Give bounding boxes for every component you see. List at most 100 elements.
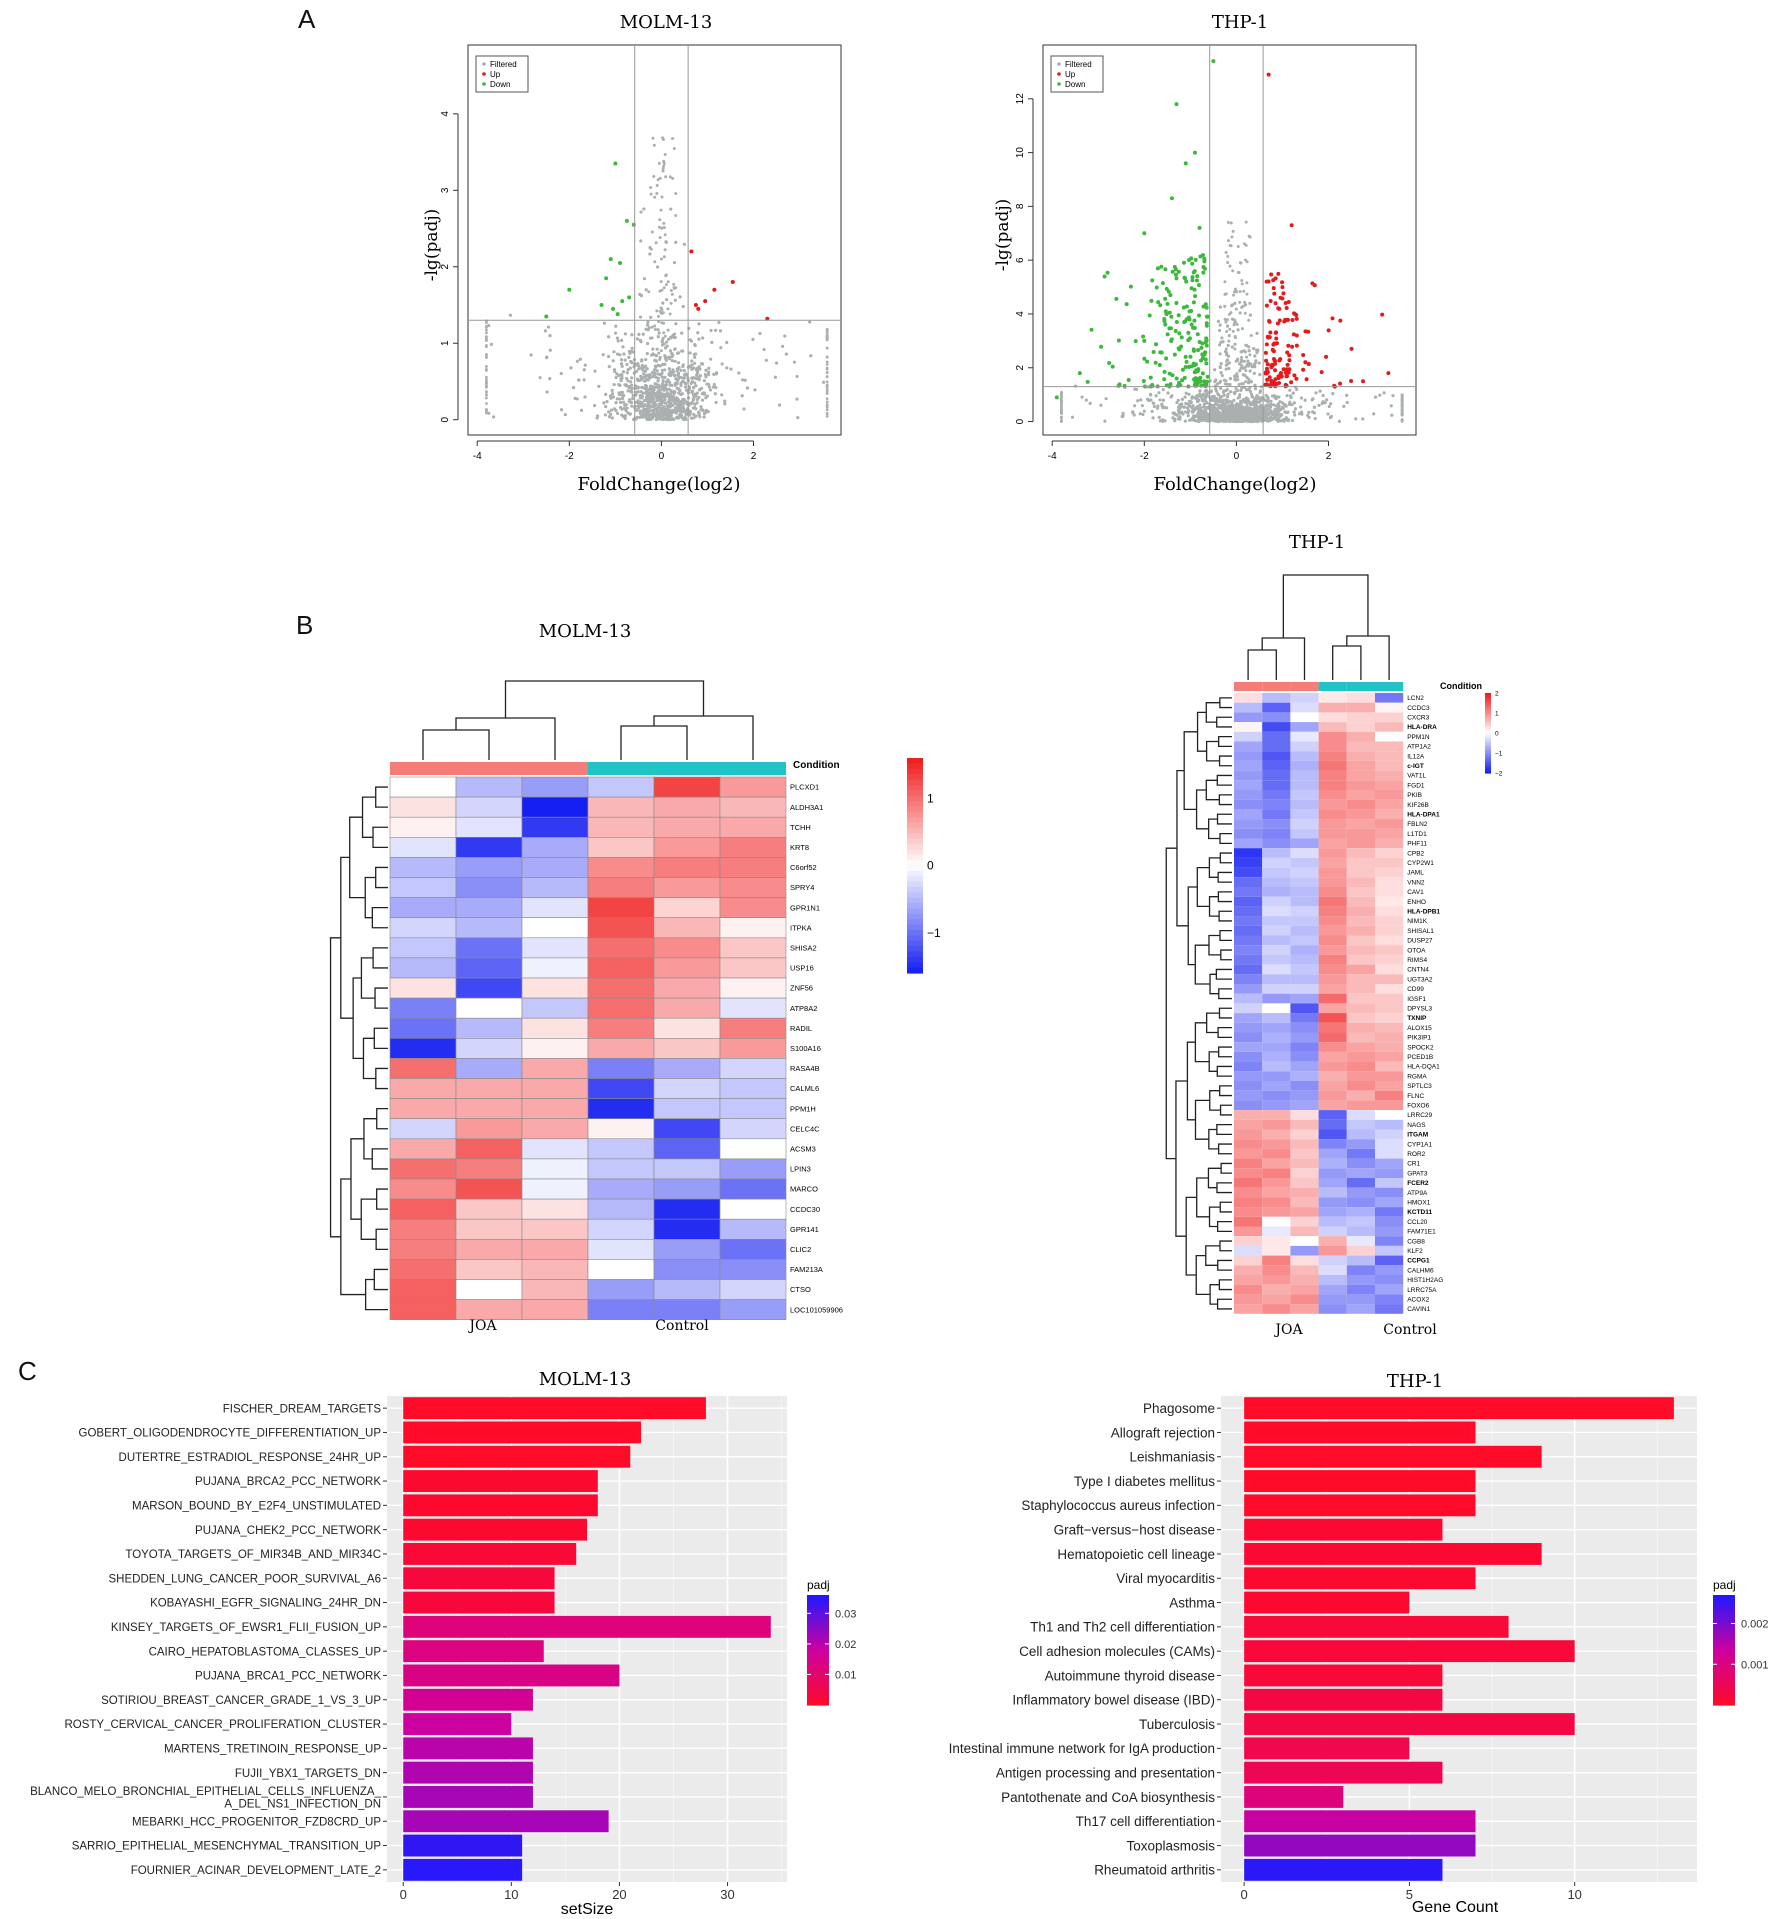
heatmap-cell (1375, 1042, 1404, 1052)
filtered-point (1221, 414, 1226, 418)
heatmap-cell (1290, 1178, 1319, 1188)
down-point (1162, 377, 1167, 382)
down-point (1114, 296, 1119, 301)
down-point (1163, 309, 1168, 314)
heatmap-cell (1234, 790, 1263, 800)
filtered-point (662, 255, 666, 259)
heatmap-cell (521, 836, 589, 858)
down-point (1202, 379, 1207, 384)
bar-plot: FISCHER_DREAM_TARGETSGOBERT_OLIGODENDROC… (30, 1396, 787, 1902)
filtered-point (1300, 410, 1304, 414)
down-point (624, 218, 629, 223)
gene-label: OTOA (1407, 947, 1426, 954)
heatmap-cell (1290, 1032, 1319, 1043)
filtered-point (681, 397, 685, 401)
bar (1244, 1640, 1575, 1663)
gene-label: FCER2 (1407, 1180, 1429, 1187)
filtered-point (631, 393, 635, 398)
heatmap-cell (1234, 984, 1263, 994)
gene-label: USP16 (790, 964, 814, 973)
filtered-point (1237, 413, 1241, 417)
legend-swatch (1485, 733, 1491, 736)
heatmap-cell (587, 1218, 655, 1240)
filtered-point (610, 388, 614, 392)
filtered-point (1326, 412, 1330, 416)
legend-swatch (907, 768, 923, 775)
up-point (1281, 291, 1286, 296)
condition-bar-cell (1375, 682, 1404, 691)
filtered-point (648, 376, 652, 380)
down-point (1204, 305, 1209, 310)
legend-swatch (1713, 1672, 1735, 1676)
filtered-point (646, 341, 650, 346)
filtered-point (743, 378, 747, 382)
dendrogram-branch (1216, 774, 1232, 786)
heatmap-cell (1375, 751, 1404, 761)
filtered-point (1261, 414, 1265, 418)
legend-swatch (807, 1658, 829, 1662)
filtered-point (1217, 399, 1221, 404)
heatmap-cell (1318, 906, 1347, 917)
filtered-point (1226, 362, 1230, 366)
heatmap-cell (1262, 964, 1291, 975)
heatmap-cell (1346, 1275, 1375, 1285)
category-label: SARRIO_EPITHELIAL_MESENCHYMAL_TRANSITION… (72, 1841, 382, 1853)
filtered-point (660, 414, 664, 418)
filtered-point (679, 375, 683, 380)
filtered-point (650, 325, 654, 329)
heatmap-cell (1346, 1022, 1375, 1033)
gene-label: VAT1L (1407, 773, 1426, 780)
heatmap-cell (719, 776, 787, 798)
filtered-point (1248, 369, 1252, 373)
down-point (1195, 332, 1200, 337)
heatmap-cell (521, 877, 589, 898)
filtered-point (1223, 317, 1227, 321)
x-tick-label: 10 (1567, 1887, 1581, 1902)
legend-swatch (1713, 1655, 1735, 1659)
down-point (1179, 344, 1184, 349)
heatmap-cell (1346, 790, 1375, 800)
filtered-point (624, 376, 629, 381)
filtered-point (485, 331, 488, 335)
filtered-point (1232, 293, 1236, 297)
filtered-point (677, 366, 681, 370)
heatmap-cell (1262, 954, 1291, 965)
heatmap-cell (1262, 877, 1291, 887)
legend-swatch (807, 1677, 829, 1681)
legend-swatch (907, 811, 923, 818)
heatmap-title-molm13: MOLM-13 (539, 621, 632, 642)
filtered-point (651, 347, 655, 351)
legend-swatch (1485, 735, 1491, 738)
gene-label: ROR2 (1407, 1151, 1425, 1158)
filtered-point (1247, 377, 1251, 381)
filtered-point (1060, 416, 1063, 420)
heatmap-cell (1234, 1003, 1263, 1014)
filtered-point (660, 406, 664, 410)
gene-label: HMOX1 (1407, 1200, 1431, 1207)
down-point (1204, 314, 1209, 319)
filtered-point (653, 328, 657, 332)
filtered-point (1254, 396, 1258, 400)
condition-bar (1234, 682, 1404, 691)
panel-label-a: A (298, 4, 316, 34)
dendrogram-branch (1218, 910, 1232, 922)
legend-swatch (1713, 1677, 1735, 1681)
legend-swatch (1713, 1606, 1735, 1610)
filtered-point (1183, 419, 1188, 423)
filtered-point (653, 382, 657, 386)
category-label: Autoimmune thyroid disease (1045, 1668, 1215, 1683)
filtered-point (1275, 395, 1279, 399)
filtered-point (1268, 405, 1272, 409)
filtered-point (662, 331, 666, 335)
filtered-point (654, 418, 658, 422)
dendrogram-branch (1217, 891, 1232, 903)
filtered-point (630, 404, 634, 408)
filtered-point (1285, 393, 1289, 398)
legend-dot-up (482, 72, 486, 76)
filtered-point (710, 340, 714, 345)
volcano-title-thp1: THP-1 (1212, 12, 1268, 33)
category-label: Th1 and Th2 cell differentiation (1030, 1620, 1215, 1635)
filtered-point (671, 353, 675, 357)
filtered-point (1133, 387, 1137, 391)
